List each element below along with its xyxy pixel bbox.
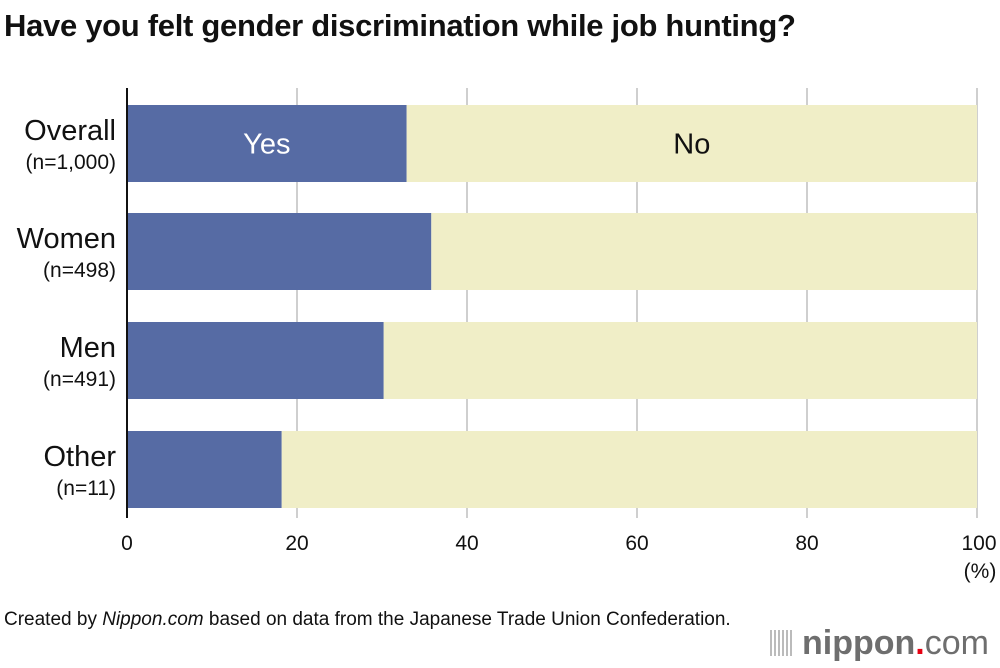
category-label: Overall [24, 115, 116, 147]
footer-source: Nippon.com [102, 609, 204, 630]
nippon-logo: nippon.com [770, 624, 989, 663]
category-n-label: (n=1,000) [26, 151, 116, 174]
footer-suffix: based on data from the Japanese Trade Un… [203, 609, 731, 630]
category-label: Men [60, 332, 116, 364]
bar-no [406, 105, 977, 182]
category-n-label: (n=498) [43, 259, 116, 282]
bar-yes [127, 431, 282, 508]
category-n-label: (n=11) [56, 477, 116, 500]
logo-bars-icon [770, 630, 794, 656]
x-tick-label: 60 [625, 532, 648, 555]
x-tick-label: 40 [455, 532, 478, 555]
chart-title: Have you felt gender discrimination whil… [4, 8, 796, 43]
category-label: Other [43, 441, 116, 473]
category-label: Women [17, 223, 116, 255]
x-tick-label: 20 [285, 532, 308, 555]
footer-prefix: Created by [4, 609, 103, 630]
logo-name: nippon [802, 624, 916, 662]
bar-yes [127, 105, 407, 182]
bar-no [383, 322, 977, 399]
bar-no [431, 213, 977, 290]
logo-dot: . [915, 624, 925, 662]
logo-tld: com [924, 624, 989, 662]
x-tick-label: 100 [961, 532, 996, 555]
x-tick-label: 80 [795, 532, 818, 555]
bar-yes [127, 213, 432, 290]
series-label-no: No [673, 129, 710, 161]
series-label-yes: Yes [243, 129, 290, 161]
bar-yes [127, 322, 384, 399]
source-note: Created by Nippon.com based on data from… [4, 607, 744, 633]
category-n-label: (n=491) [43, 368, 116, 391]
x-tick-label: 0 [121, 532, 133, 555]
bar-no [281, 431, 977, 508]
x-unit-label: (%) [964, 560, 997, 583]
